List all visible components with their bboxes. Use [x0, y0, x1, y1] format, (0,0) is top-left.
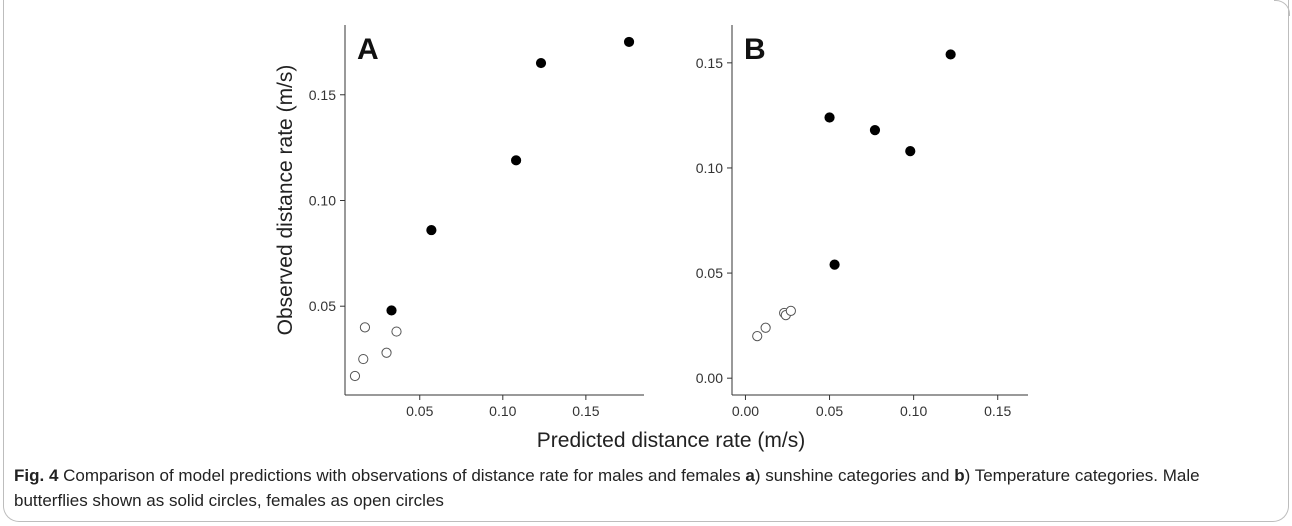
- y-tick-label: 0.05: [696, 265, 723, 281]
- caption-text-2: ) sunshine categories and: [754, 466, 955, 485]
- x-tick-label: 0.05: [406, 403, 433, 419]
- x-tick-label: 0.15: [984, 403, 1011, 419]
- y-tick-label: 0.00: [696, 370, 723, 386]
- x-tick-label: 0.10: [489, 403, 516, 419]
- female-point: [752, 331, 763, 342]
- caption-text-3: ) Temperature categories. Male butterfli…: [14, 466, 1200, 510]
- panel-label: A: [357, 33, 379, 66]
- male-point: [945, 49, 956, 60]
- y-tick-label: 0.15: [696, 55, 723, 71]
- male-point: [869, 125, 881, 136]
- panel-label: B: [744, 33, 766, 66]
- male-point: [824, 112, 835, 123]
- panel-b: 0.00 0.05 0.10 0.15 0.00 0.05 0.10 0.15 B: [696, 25, 1028, 419]
- female-point: [381, 347, 392, 358]
- male-point: [905, 146, 916, 157]
- caption-text-1: Comparison of model predictions with obs…: [58, 466, 746, 485]
- y-tick-label: 0.10: [309, 192, 336, 208]
- caption-lead: Fig. 4: [14, 466, 59, 485]
- y-tick-label: 0.10: [696, 160, 723, 176]
- y-tick-label: 0.15: [309, 87, 336, 103]
- figure-plots: 0.050.100.150.05 0.10 0.15A 0.000.050.100.…: [274, 25, 1028, 452]
- female-point: [785, 305, 796, 317]
- male-point: [510, 155, 522, 166]
- male-point: [623, 36, 635, 48]
- male-point: [426, 224, 437, 236]
- figure-frame: [3, 0, 1289, 522]
- female-point: [391, 326, 402, 337]
- caption-b-label: b: [954, 466, 965, 485]
- male-point: [829, 259, 840, 270]
- x-tick-label: 0.10: [900, 403, 927, 419]
- x-axis-label: Predicted distance rate (m/s): [537, 429, 805, 452]
- figure-caption: Fig. 4 Comparison of model predictions w…: [14, 463, 1276, 513]
- y-tick-label: 0.05: [309, 298, 336, 314]
- caption-a-label: a: [745, 466, 755, 485]
- male-point: [386, 305, 397, 316]
- female-point: [349, 370, 361, 382]
- y-axis-label: Observed distance rate (m/s): [274, 65, 297, 336]
- female-point: [359, 322, 371, 333]
- x-tick-label: 0.15: [572, 403, 599, 419]
- x-tick-label: 0.00: [732, 403, 759, 419]
- x-tick-label: 0.05: [816, 403, 843, 419]
- panel-a: 0.05 0.10 0.15 0.05 0.10 0.15 A: [309, 25, 644, 419]
- female-point: [760, 322, 771, 333]
- male-point: [535, 57, 547, 69]
- female-point: [358, 353, 369, 365]
